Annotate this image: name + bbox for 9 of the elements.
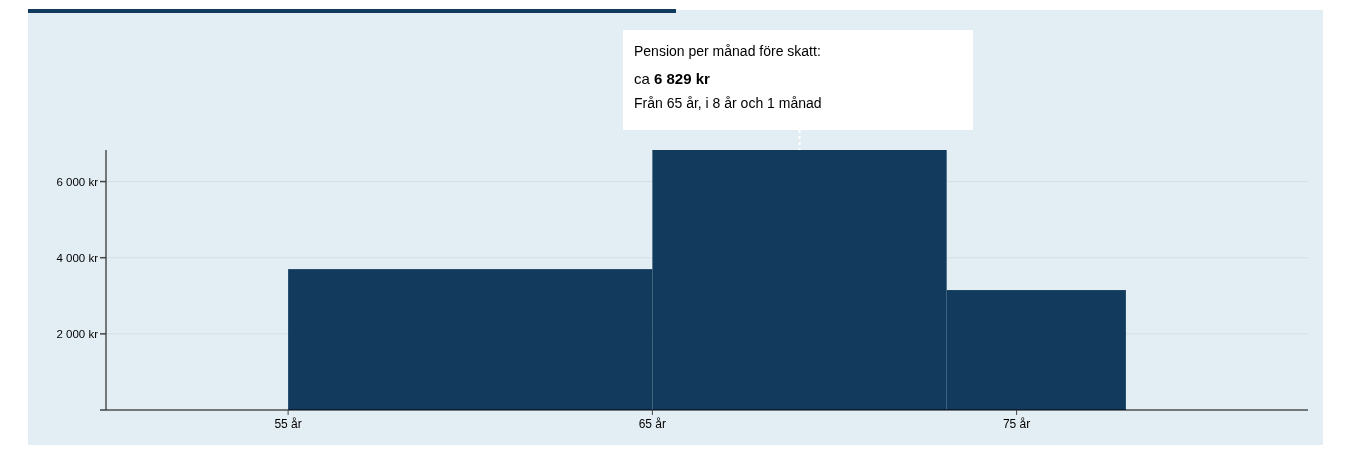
text: ca 6 829 kr [634, 70, 711, 87]
y-tick-label: 2 000 kr [56, 327, 99, 340]
x-tick-label: 75 år [1002, 417, 1031, 431]
y-tick-label: 4 000 kr [56, 251, 99, 264]
text: Pension per månad före skatt: [634, 43, 821, 59]
text: Från 65 år, i 8 år och 1 månad [634, 95, 822, 111]
y-tick-label: 6 000 kr [56, 175, 99, 188]
x-tick-label: 65 år [638, 417, 667, 431]
x-tick-label: 55 år [274, 417, 302, 431]
